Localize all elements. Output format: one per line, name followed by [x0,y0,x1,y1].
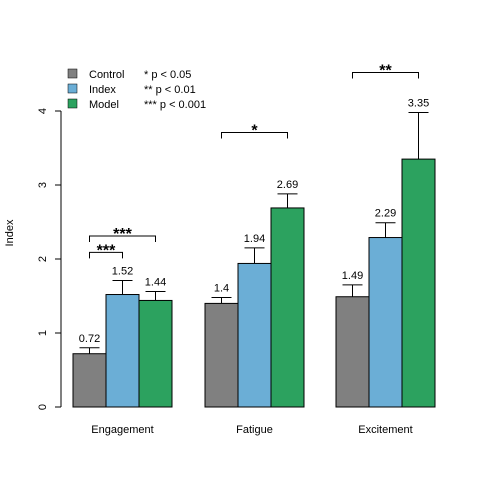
bar [204,302,239,408]
bar [335,296,370,408]
y-tick-label: 2 [37,256,49,262]
value-label: 1.4 [214,282,229,294]
bar [72,353,107,408]
bar [138,299,173,408]
y-tick-label: 0 [37,404,49,410]
bars [72,158,436,408]
value-label: 1.44 [145,277,166,289]
legend-key-label: ** p < 0.01 [144,84,196,96]
value-label: 2.29 [375,208,396,220]
value-label: 1.52 [112,265,133,277]
significance-bracket [89,251,123,259]
legend: Control Index Model * p < 0.05 ** p < 0.01 **… [67,68,206,111]
significance-bracket [221,131,288,139]
significance-label: * [251,122,258,139]
legend-key-label: *** p < 0.001 [144,99,206,111]
significance-label: ** [379,63,392,80]
significance-label: *** [113,226,132,243]
bar [237,262,272,408]
legend-key-label: * p < 0.05 [144,69,191,81]
significance-brackets: ********* [89,63,419,259]
value-label: 0.72 [79,333,100,345]
y-tick-label: 3 [37,182,49,188]
significance-label: *** [97,242,116,259]
legend-swatch [67,98,78,109]
legend-label: Model [89,99,119,111]
category-label: Fatigue [236,424,273,436]
significance-bracket [89,235,156,243]
legend-swatch [67,68,78,79]
value-label: 1.94 [244,233,265,245]
category-labels: Engagement Fatigue Excitement [91,424,412,436]
error-bars [79,111,429,354]
legend-swatch [67,83,78,94]
legend-label: Control [89,69,124,81]
significance-bracket [352,72,419,79]
bar [105,294,140,408]
y-axis: 0 1 2 3 4 [37,108,62,410]
value-labels: 0.72 1.52 1.44 1.4 1.94 2.69 1.49 2.29 3.35 [79,97,429,344]
bar [401,158,436,408]
value-label: 3.35 [408,97,429,109]
y-tick-label: 1 [37,330,49,336]
category-label: Engagement [91,424,153,436]
y-axis-title: Index [4,219,16,246]
y-tick-label: 4 [37,108,49,114]
category-label: Excitement [358,424,412,436]
legend-label: Index [89,84,116,96]
value-label: 1.49 [342,270,363,282]
bar [368,237,403,408]
value-label: 2.69 [277,179,298,191]
bar [270,207,305,408]
